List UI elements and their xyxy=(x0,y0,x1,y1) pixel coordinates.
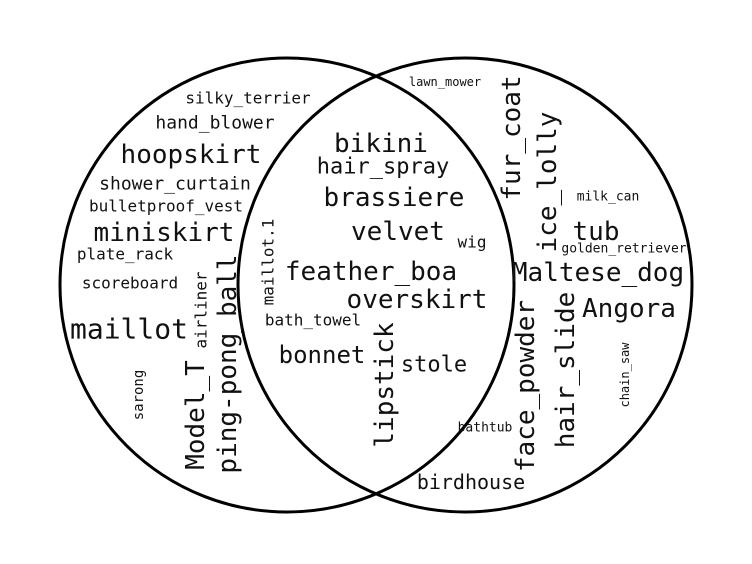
word-bulletproof-vest: bulletproof_vest xyxy=(89,197,243,216)
word-milk-can: milk_can xyxy=(577,190,640,205)
word-silky-terrier: silky_terrier xyxy=(185,89,311,108)
word-shower-curtain: shower_curtain xyxy=(99,174,251,195)
word-maltese-dog: Maltese_dog xyxy=(512,258,684,288)
word-lawn-mower: lawn_mower xyxy=(409,75,481,89)
word-ping-pong-ball: ping-pong_ball xyxy=(213,254,243,473)
word-velvet: velvet xyxy=(351,217,445,247)
word-hand-blower: hand_blower xyxy=(155,113,274,134)
word-bathtub: bathtub xyxy=(458,421,513,436)
word-bath-towel: bath_towel xyxy=(265,311,361,330)
word-stole: stole xyxy=(401,353,467,378)
word-hoopskirt: hoopskirt xyxy=(121,140,262,170)
word-plate-rack: plate_rack xyxy=(77,245,174,264)
word-model-t: Model_T xyxy=(181,360,211,470)
word-overskirt: overskirt xyxy=(347,285,488,315)
word-bikini: bikini xyxy=(334,129,428,159)
word-airliner: airliner xyxy=(192,271,211,348)
right-set-circle xyxy=(236,56,694,514)
word-angora: Angora xyxy=(582,294,676,324)
word-miniskirt: miniskirt xyxy=(94,218,235,248)
left-set-circle xyxy=(58,56,516,514)
word-maillot: maillot xyxy=(70,313,188,346)
word-scoreboard: scoreboard xyxy=(82,274,178,293)
word-lipstick: lipstick xyxy=(370,322,400,448)
word-feather-boa: feather_boa xyxy=(285,257,457,287)
word-face-powder: face_powder xyxy=(511,300,541,472)
word-brassiere: brassiere xyxy=(324,183,465,213)
word-wig: wig xyxy=(458,233,487,252)
word-fur-coat: fur_coat xyxy=(497,75,527,200)
word-golden-retriever: golden_retriever xyxy=(561,242,686,257)
word-bonnet: bonnet xyxy=(279,341,366,369)
word-hair-slide: hair_slide xyxy=(551,292,581,449)
word-birdhouse: birdhouse xyxy=(417,470,525,494)
word-maillot-1: maillot.1 xyxy=(259,219,278,306)
word-tub: tub xyxy=(573,217,620,247)
word-chain-saw: chain_saw xyxy=(618,342,632,408)
word-ice-lolly: ice_lolly xyxy=(533,112,563,253)
word-hair-spray: hair_spray xyxy=(317,155,449,180)
word-sarong: sarong xyxy=(131,370,147,421)
